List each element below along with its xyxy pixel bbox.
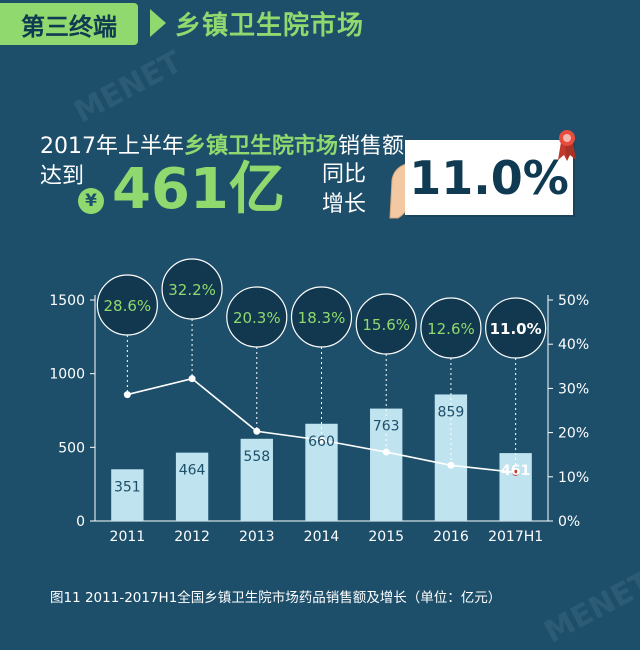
chart: 0 500 1000 1500 0% 10% 20% 30% 40% 50% 28.6% 32.2%…: [49, 258, 589, 545]
growth-point: [512, 468, 520, 476]
bar-value-label: 464: [179, 463, 206, 479]
growth-label: 28.6%: [104, 297, 152, 315]
bar-value-label: 660: [308, 434, 335, 450]
growth-point: [447, 461, 455, 469]
section-label: 第三终端: [0, 3, 138, 45]
x-tick-label: 2013: [239, 529, 275, 545]
bar-value-label: 558: [243, 449, 270, 465]
left-tick-label: 0: [76, 514, 85, 530]
bar: [111, 469, 144, 521]
growth-bubble: [96, 274, 158, 336]
right-tick-label: 0%: [558, 514, 580, 530]
growth-label: 20.3%: [233, 309, 281, 327]
section-arrow-icon: [150, 9, 166, 37]
bar: [370, 408, 403, 521]
x-tick-label: 2016: [433, 529, 469, 545]
growth-label: 11.0%: [490, 320, 542, 338]
bar-value-label: 461: [501, 463, 530, 479]
x-tick-label: 2015: [368, 529, 404, 545]
x-tick-label: 2017H1: [488, 529, 543, 545]
sales-amount: 461亿: [112, 157, 285, 222]
growth-bubble: [226, 286, 288, 348]
bar-value-label: 763: [373, 419, 400, 435]
watermark-right: MENET: [538, 564, 640, 650]
bar: [240, 438, 273, 521]
growth-label: 32.2%: [168, 281, 216, 299]
chart-caption: 图11 2011-2017H1全国乡镇卫生院市场药品销售额及增长（单位：亿元）: [50, 590, 502, 606]
yen-icon: ¥: [78, 188, 104, 214]
right-tick-label: 40%: [558, 337, 589, 353]
growth-label: 18.3%: [298, 309, 346, 327]
x-tick-label: 2011: [110, 529, 146, 545]
headline: 2017年上半年乡镇卫生院市场销售额: [40, 128, 404, 160]
headline-suffix: 销售额: [338, 134, 405, 159]
bar: [434, 394, 468, 521]
growth-label: 15.6%: [362, 316, 410, 334]
growth-bubble: [420, 297, 482, 359]
reach-label: 达到: [40, 164, 85, 189]
left-tick-label: 1500: [49, 293, 85, 309]
bar-value-label: 859: [438, 404, 465, 420]
watermark-top: MENET: [68, 44, 188, 131]
growth-bubble: [355, 293, 417, 355]
header-bar: 第三终端 乡镇卫生院市场: [0, 0, 640, 50]
right-tick-label: 50%: [558, 293, 589, 309]
growth-bubble: [161, 258, 223, 320]
right-tick-label: 30%: [558, 381, 589, 397]
headline-highlight: 乡镇卫生院市场: [184, 134, 339, 159]
headline-prefix: 2017年上半年: [40, 134, 184, 159]
x-tick-label: 2014: [304, 529, 340, 545]
section-title: 乡镇卫生院市场: [175, 11, 365, 41]
growth-bubble: [485, 297, 547, 359]
yoy-label: 同比增长: [322, 162, 367, 217]
growth-card: 11.0%: [405, 140, 573, 215]
right-tick-label: 20%: [558, 426, 589, 442]
growth-point: [382, 448, 390, 456]
right-tick-label: 10%: [558, 470, 589, 486]
bar: [175, 452, 209, 521]
x-tick-label: 2012: [174, 529, 210, 545]
growth-point: [188, 375, 196, 383]
left-tick-label: 500: [58, 440, 85, 456]
ribbon-icon: [558, 130, 576, 161]
growth-point: [318, 436, 325, 444]
growth-bubble: [290, 286, 353, 348]
growth-label: 12.6%: [427, 320, 475, 338]
bar-value-label: 351: [114, 479, 141, 495]
growth-point: [123, 391, 131, 399]
left-tick-label: 1000: [49, 367, 85, 383]
growth-point: [253, 427, 261, 435]
